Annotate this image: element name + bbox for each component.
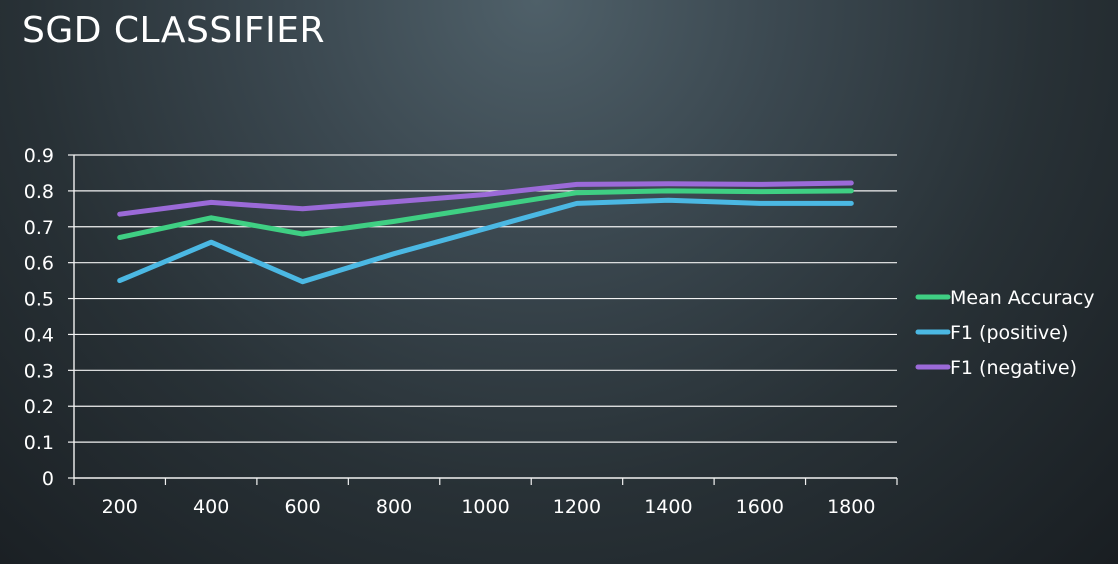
y-tick-label: 0.7 <box>24 217 54 239</box>
x-tick-label: 1600 <box>736 496 784 518</box>
x-tick-label: 800 <box>376 496 412 518</box>
x-tick-label: 1200 <box>553 496 601 518</box>
y-tick-labels: 0 0.1 0.2 0.3 0.4 0.5 0.6 0.7 0.8 0.9 <box>24 145 54 490</box>
x-tick-label: 1000 <box>461 496 509 518</box>
x-tick-labels: 200 400 600 800 1000 1200 1400 1600 1800 <box>102 496 876 518</box>
axes <box>68 154 898 485</box>
legend-label: F1 (positive) <box>950 322 1068 344</box>
y-tick-label: 0.9 <box>24 145 54 167</box>
y-tick-label: 0.4 <box>24 324 54 346</box>
y-tick-label: 0.5 <box>24 289 54 311</box>
y-tick-label: 0.6 <box>24 253 54 275</box>
slide-title: SGD CLASSIFIER <box>22 10 325 51</box>
x-tick-label: 1800 <box>827 496 875 518</box>
y-tick-label: 0.3 <box>24 360 54 382</box>
series-line-2 <box>117 197 854 285</box>
x-tick-label: 400 <box>193 496 229 518</box>
y-tick-label: 0.1 <box>24 432 54 454</box>
y-tick-label: 0.8 <box>24 181 54 203</box>
x-tick-label: 1400 <box>644 496 692 518</box>
legend-label: F1 (negative) <box>950 357 1077 379</box>
x-tick-label: 600 <box>284 496 320 518</box>
legend-label: Mean Accuracy <box>950 287 1095 309</box>
series-lines <box>117 180 854 285</box>
grid-lines <box>74 154 897 443</box>
y-tick-label: 0.2 <box>24 396 54 418</box>
series-line-3 <box>117 180 854 217</box>
series-line-1 <box>117 188 854 240</box>
legend: Mean Accuracy F1 (positive) F1 (negative) <box>915 287 1095 379</box>
y-tick-label: 0 <box>42 468 54 490</box>
x-tick-label: 200 <box>102 496 138 518</box>
